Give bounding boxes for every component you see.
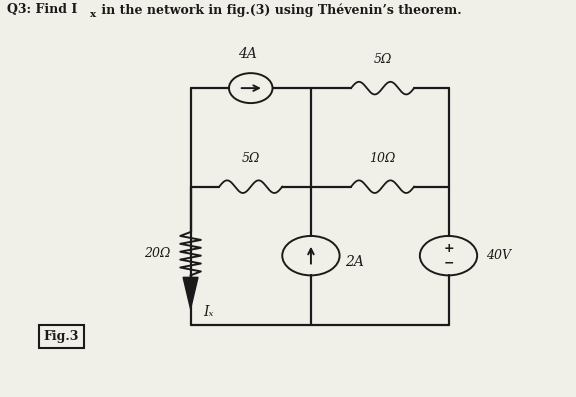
Text: +: +	[443, 242, 454, 255]
Text: 4A: 4A	[238, 47, 257, 61]
Text: 5Ω: 5Ω	[241, 152, 260, 165]
Text: 10Ω: 10Ω	[369, 152, 396, 165]
Text: Iₓ: Iₓ	[203, 305, 214, 319]
Polygon shape	[183, 278, 198, 309]
Text: 2A: 2A	[346, 254, 364, 269]
Text: 20Ω: 20Ω	[144, 247, 170, 260]
Text: Fig.3: Fig.3	[44, 330, 79, 343]
Text: x: x	[90, 10, 96, 19]
Text: in the network in fig.(3) using Thévenin’s theorem.: in the network in fig.(3) using Thévenin…	[97, 3, 462, 17]
Text: −: −	[444, 256, 454, 269]
Text: 5Ω: 5Ω	[373, 54, 392, 66]
Text: 40V: 40V	[486, 249, 511, 262]
Text: Q3: Find I: Q3: Find I	[7, 3, 77, 16]
